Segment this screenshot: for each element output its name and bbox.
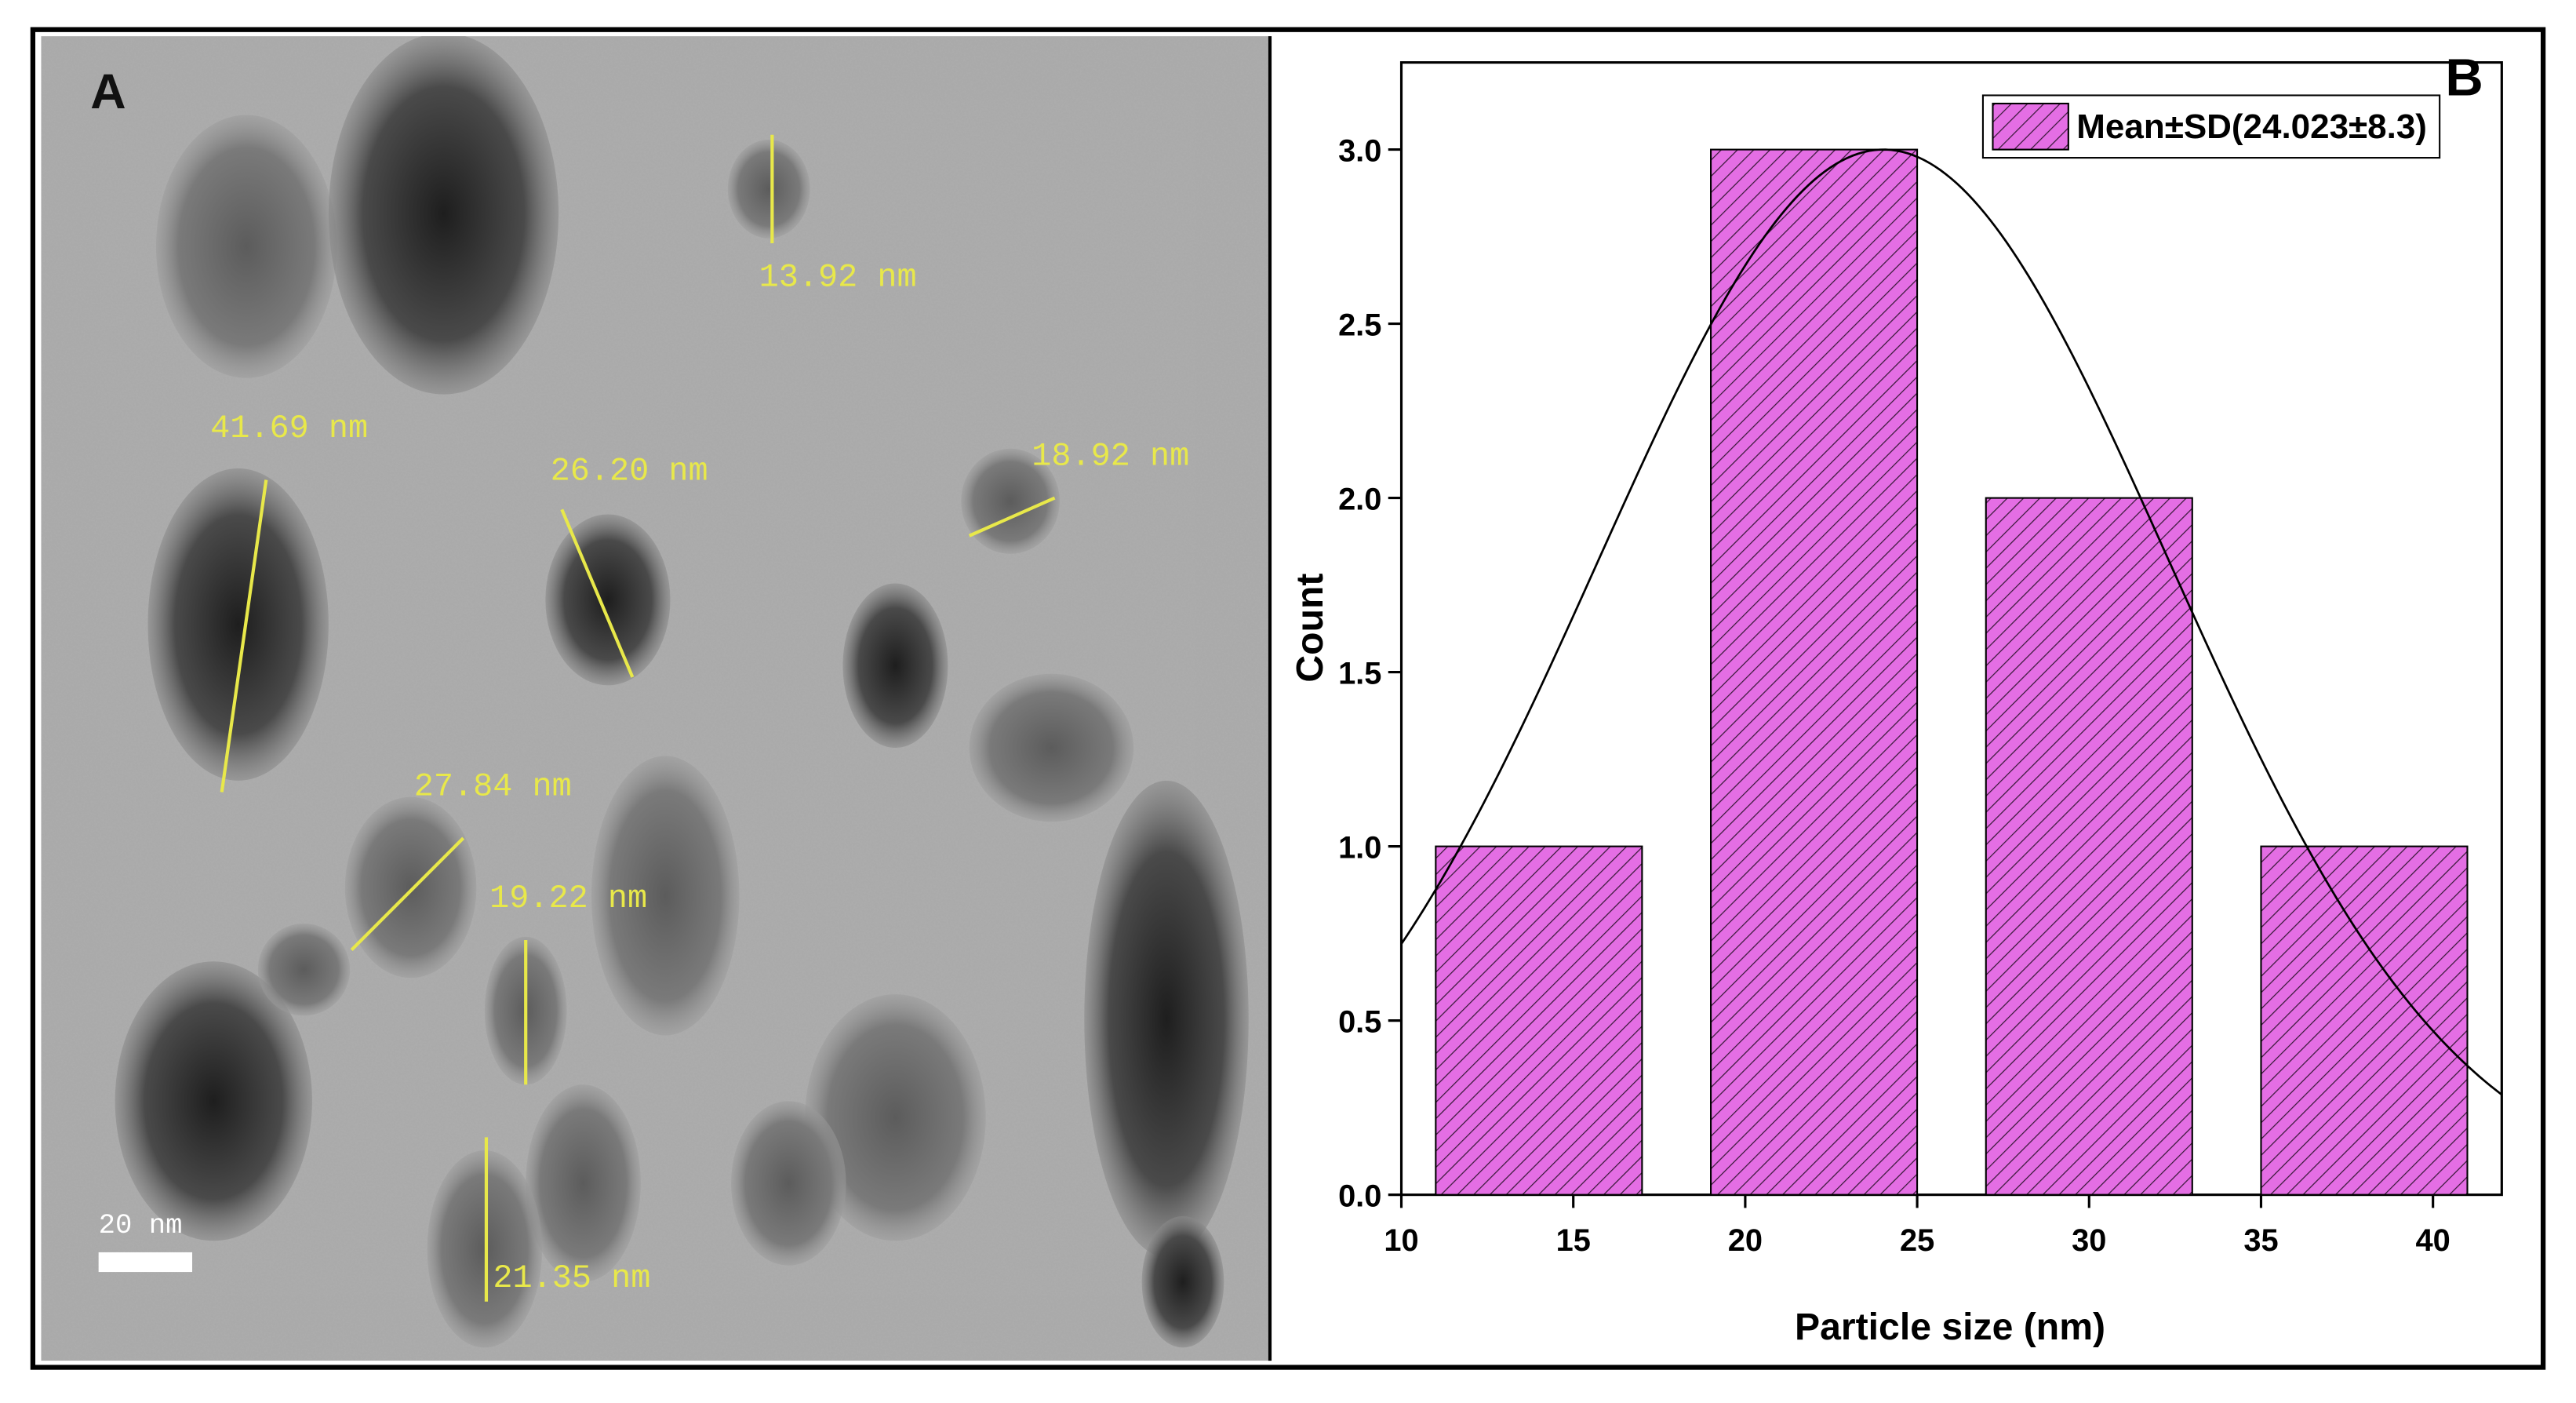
measurement: 13.92 nm xyxy=(759,258,917,296)
y-tick-label: 1.5 xyxy=(1338,656,1381,691)
fit-curve xyxy=(1401,148,2502,1096)
y-tick-label: 2.5 xyxy=(1338,308,1381,342)
bar xyxy=(2260,845,2469,1196)
y-tick-label: 0.5 xyxy=(1338,1004,1381,1039)
x-tick-label: 30 xyxy=(2072,1223,2106,1258)
measurement: 18.92 nm xyxy=(1031,438,1189,476)
x-tick-label: 25 xyxy=(1900,1223,1934,1258)
y-tick-label: 1.0 xyxy=(1338,830,1381,865)
panel-label: A xyxy=(90,64,126,119)
scale-bar-label: 20 nm xyxy=(99,1209,183,1241)
x-tick-label: 15 xyxy=(1556,1223,1591,1258)
measure-line xyxy=(220,479,268,793)
measurement: 27.84 nm xyxy=(414,768,572,806)
y-tick-label: 0.0 xyxy=(1338,1179,1381,1213)
x-tick-label: 35 xyxy=(2243,1223,2278,1258)
bar xyxy=(1710,148,1919,1196)
scale-bar xyxy=(98,1252,193,1273)
x-tick-label: 40 xyxy=(2416,1223,2450,1258)
x-axis-label: Particle size (nm) xyxy=(1795,1306,2105,1348)
tem-image xyxy=(41,36,1268,1361)
measurement: 21.35 nm xyxy=(493,1259,650,1297)
legend-label: Mean±SD(24.023±8.3) xyxy=(2076,108,2427,146)
legend-swatch xyxy=(1992,102,2069,151)
y-tick-label: 2.0 xyxy=(1338,482,1381,516)
bar xyxy=(1435,845,1643,1196)
tem-annotations: 41.69 nm 26.20 nm 13.92 nm 18.92 nm 27.8… xyxy=(90,64,1189,1302)
measurement: 41.69 nm xyxy=(210,410,368,447)
y-tick-label: 3.0 xyxy=(1338,133,1381,168)
x-tick-label: 10 xyxy=(1384,1223,1418,1258)
bar xyxy=(1985,497,2193,1196)
measurement: 19.22 nm xyxy=(489,880,647,917)
measure-line xyxy=(968,496,1056,538)
panel-label: B xyxy=(2445,48,2483,107)
plot-frame xyxy=(1399,61,2503,1197)
histogram: B Particle size (nm) Count 10 15 20 25 30 35 4… xyxy=(1289,48,2503,1348)
y-axis-label: Count xyxy=(1289,574,1331,683)
measurement: 26.20 nm xyxy=(551,453,708,490)
figure-frame xyxy=(30,27,2546,1370)
x-tick-label: 20 xyxy=(1728,1223,1763,1258)
measure-line xyxy=(560,508,635,678)
measure-line xyxy=(350,836,465,952)
